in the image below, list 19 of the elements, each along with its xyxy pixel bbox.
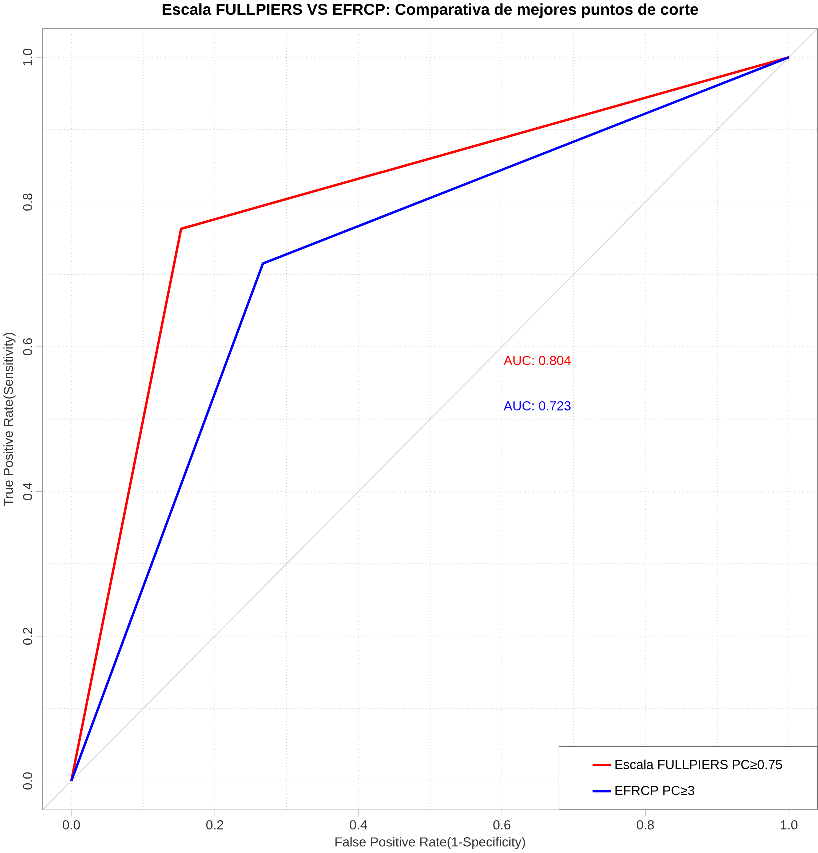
x-tick-label: 1.0 [780,820,798,830]
annotation: AUC: 0.723 [504,401,571,411]
legend-label: EFRCP PC≥3 [616,786,694,796]
y-axis-title: True Positive Rate(Sensitivity) [3,333,16,506]
x-tick-label: 0.2 [206,820,224,830]
y-tick-label: 1.0 [23,48,32,66]
y-tick-label: 0.2 [23,628,32,646]
x-tick-label: 0.6 [493,820,510,830]
y-tick-label: 0.8 [23,194,32,211]
legend-label: Escala FULLPIERS PC≥0.75 [616,760,782,770]
x-axis-title: False Positive Rate(1-Specificity) [336,837,526,850]
x-tick-label: 0.8 [636,820,654,830]
y-tick-label: 0.4 [23,483,32,500]
y-tick-label: 0.0 [23,772,32,790]
annotation: AUC: 0.804 [504,356,571,366]
chart-title: Escala FULLPIERS VS EFRCP: Comparativa de mejores puntos de corte [162,4,698,18]
y-tick-label: 0.6 [23,338,32,356]
x-tick-label: 0.0 [62,820,80,830]
x-tick-label: 0.4 [350,820,368,830]
